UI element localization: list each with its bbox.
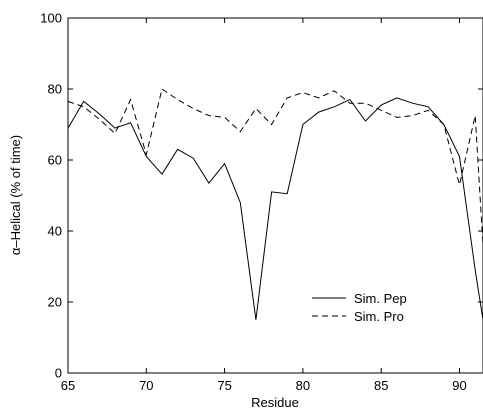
x-axis-title: Residue [251,395,299,410]
plot-frame [67,17,483,374]
x-tick-label: 90 [452,378,466,393]
y-tick-label: 100 [40,11,62,26]
legend-label-sim-pro: Sim. Pro [354,309,404,324]
y-tick-label: 0 [55,366,62,381]
x-tick-label: 80 [296,378,310,393]
y-tick-label: 60 [48,153,62,168]
axis-ticks: 65 70 75 80 85 90 0 20 40 60 80 100 [40,11,483,393]
x-tick-label: 75 [217,378,231,393]
legend-label-sim-pep: Sim. Pep [354,291,407,306]
y-axis-title: α–Helical (% of time) [8,135,23,255]
y-tick-label: 80 [48,82,62,97]
x-tick-label: 65 [61,378,75,393]
y-tick-label: 20 [48,295,62,310]
legend: Sim. Pep Sim. Pro [312,291,407,324]
x-tick-label: 70 [139,378,153,393]
series-line-sim-pep [67,97,483,320]
x-tick-label: 85 [374,378,388,393]
series-layer [67,88,483,320]
y-tick-label: 40 [48,224,62,239]
series-line-sim-pro [67,88,483,246]
